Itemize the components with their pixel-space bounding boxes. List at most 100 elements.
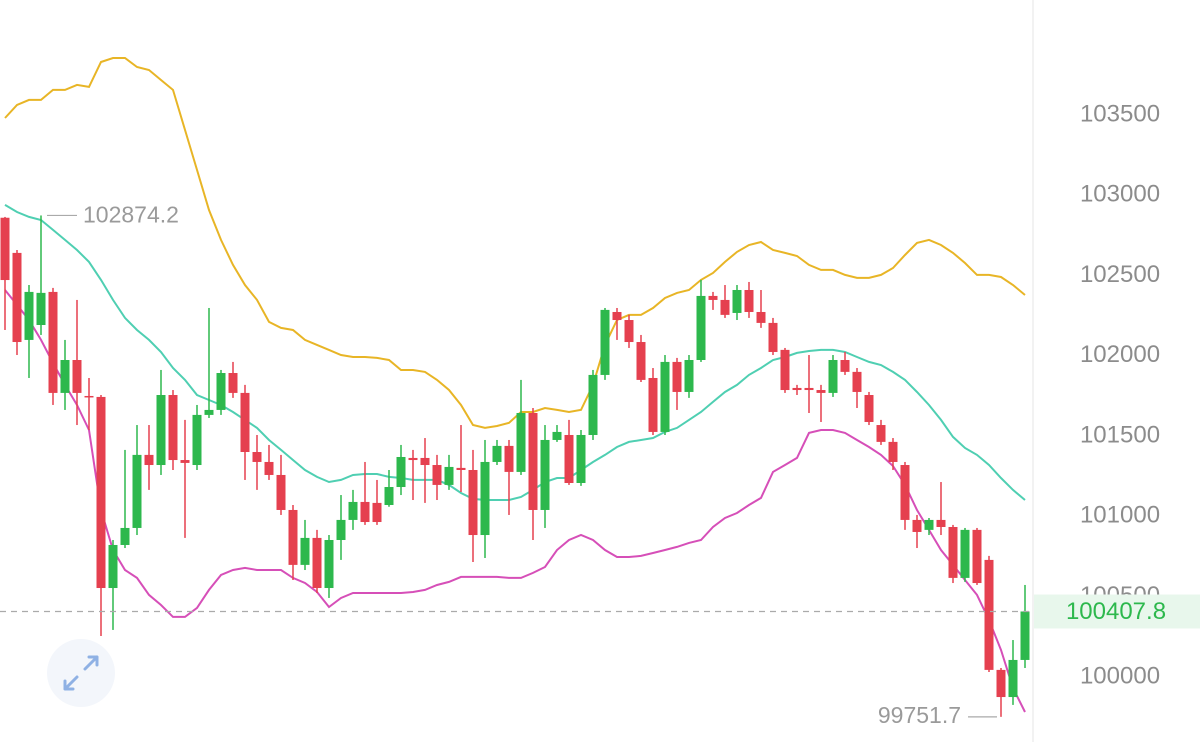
candle-body — [252, 452, 262, 462]
candle-body — [408, 457, 418, 461]
candle-body — [504, 445, 514, 472]
candle-body — [276, 474, 286, 510]
candle-body — [120, 527, 130, 545]
candle-body — [900, 465, 910, 520]
candle-body — [96, 396, 106, 589]
candle-body — [0, 217, 10, 281]
expand-circle[interactable] — [47, 639, 115, 707]
candle-body — [648, 377, 658, 432]
candle-body — [552, 431, 562, 440]
candle-body — [1020, 611, 1030, 660]
annotations: 102874.2 99751.7 100407.8 — [0, 202, 1200, 728]
candle-body — [48, 291, 58, 393]
candle-body — [636, 342, 646, 380]
candle-body — [192, 414, 202, 466]
candle-body — [720, 299, 730, 315]
last-price-box — [1034, 594, 1200, 629]
candle-body — [804, 387, 814, 391]
y-tick-label: 101500 — [1080, 421, 1160, 448]
candle-body — [372, 502, 382, 523]
candle-body — [972, 529, 982, 584]
candle-body — [300, 537, 310, 565]
candle-body — [12, 252, 22, 343]
candle-body — [492, 445, 502, 462]
candle-body — [144, 454, 154, 466]
candle-body — [852, 371, 862, 392]
candle-body — [180, 460, 190, 463]
candle-body — [768, 322, 778, 352]
candle-body — [240, 392, 250, 453]
band-line — [4, 57, 1026, 429]
candle-body — [576, 434, 586, 483]
candle-body — [612, 311, 622, 321]
candle-body — [624, 320, 634, 343]
candle-body — [36, 292, 46, 325]
candle-body — [456, 467, 466, 470]
candle-body — [792, 387, 802, 391]
candle-body — [288, 509, 298, 565]
candle-body — [984, 559, 994, 670]
candle-body — [828, 360, 838, 393]
candle-body — [396, 456, 406, 488]
candle-body — [108, 544, 118, 589]
candle-body — [132, 454, 142, 528]
low-label: 99751.7 — [878, 702, 961, 728]
candle-body — [924, 519, 934, 530]
candle-body — [780, 349, 790, 391]
candle-body — [516, 412, 526, 472]
candle-body — [420, 457, 430, 466]
y-tick-label: 103500 — [1080, 100, 1160, 127]
candle-body — [936, 519, 946, 527]
candle-body — [588, 374, 598, 435]
candle-body — [540, 439, 550, 510]
candle-body — [708, 295, 718, 300]
candle-body — [324, 540, 334, 589]
candle-body — [432, 465, 442, 485]
y-tick-label: 102500 — [1080, 261, 1160, 288]
band-line — [4, 204, 1026, 501]
expand-button[interactable] — [47, 639, 115, 707]
expand-icon[interactable] — [63, 655, 99, 691]
last-price-label: 100407.8 — [1066, 598, 1166, 625]
candle-body — [360, 501, 370, 523]
candle-body — [864, 395, 874, 422]
y-tick-label: 103000 — [1080, 181, 1160, 208]
candle-body — [996, 669, 1006, 698]
candle-body — [60, 360, 70, 393]
candle-body — [888, 441, 898, 462]
candle-body — [876, 425, 886, 442]
candle-body — [732, 289, 742, 313]
candle-body — [384, 487, 394, 505]
candle-body — [528, 412, 538, 510]
candle-body — [1008, 659, 1018, 698]
candle-body — [660, 361, 670, 432]
candle-body — [960, 529, 970, 578]
candle-body — [204, 409, 214, 415]
candle-body — [156, 395, 166, 466]
candle-body — [600, 309, 610, 375]
candle-body — [24, 291, 34, 340]
candle-body — [684, 360, 694, 392]
band-line — [4, 289, 1026, 713]
candle-body — [696, 295, 706, 361]
candle-body — [948, 526, 958, 578]
high-label: 102874.2 — [83, 202, 179, 228]
candle-body — [168, 395, 178, 461]
candle-body — [564, 434, 574, 483]
candle-body — [264, 461, 274, 475]
y-tick-label: 100000 — [1080, 662, 1160, 689]
bands — [4, 57, 1026, 713]
candles — [0, 215, 1030, 717]
candle-body — [816, 390, 826, 393]
y-tick-label: 101000 — [1080, 502, 1160, 529]
candle-body — [228, 373, 238, 393]
y-tick-label: 102000 — [1080, 341, 1160, 368]
candle-body — [72, 360, 82, 393]
candle-body — [756, 311, 766, 323]
candle-body — [312, 537, 322, 589]
candle-body — [480, 461, 490, 536]
candle-body — [84, 395, 94, 398]
candle-body — [444, 466, 454, 485]
candle-body — [336, 519, 346, 541]
candle-body — [672, 361, 682, 392]
